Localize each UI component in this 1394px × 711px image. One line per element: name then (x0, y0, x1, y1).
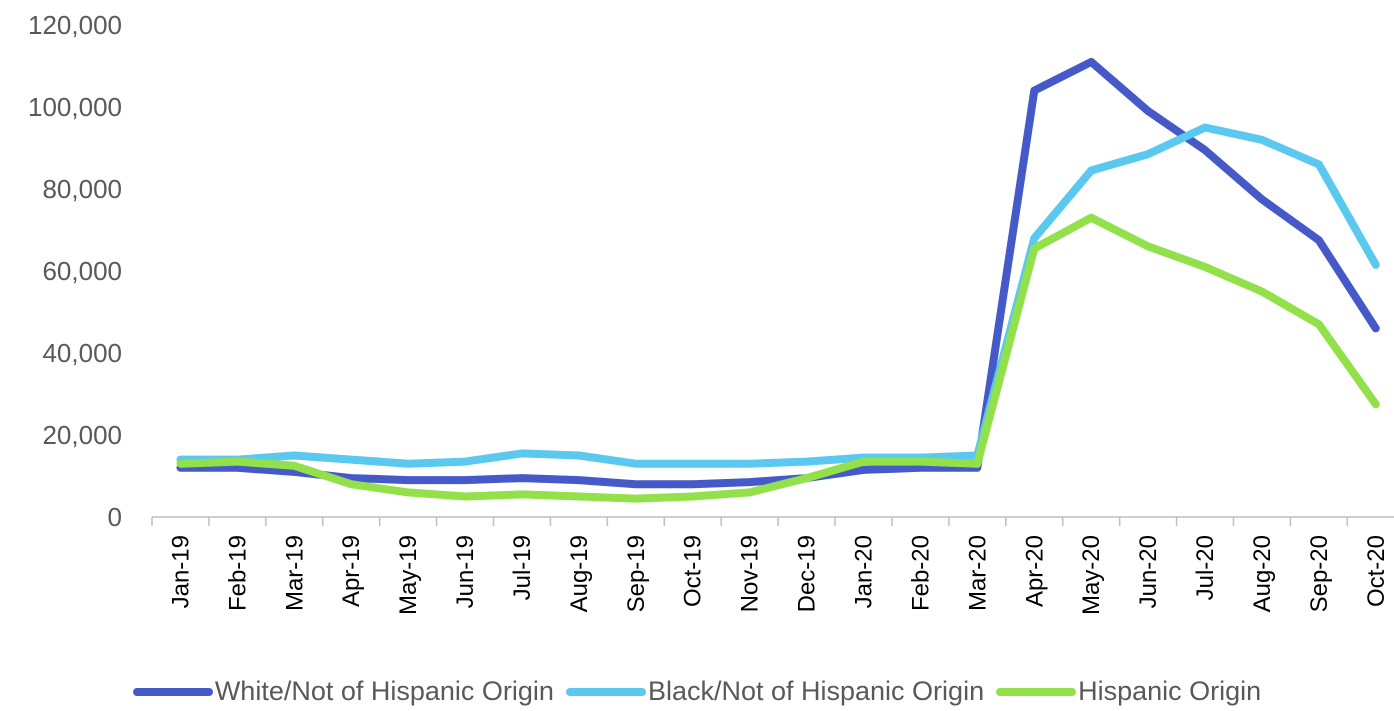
legend: White/Not of Hispanic Origin Black/Not of… (0, 672, 1394, 711)
legend-label: White/Not of Hispanic Origin (214, 676, 554, 706)
x-axis-tick-labels: Jan-19 Feb-19 Mar-19 Apr-19 May-19 Jun-19 Jul-… (167, 535, 1389, 615)
x-tick-label: Feb-19 (224, 535, 251, 611)
x-tick-label: Jun-20 (1135, 535, 1162, 608)
y-tick-label: 120,000 (28, 10, 122, 40)
x-tick-label: Feb-20 (907, 535, 934, 611)
x-tick-label: Mar-19 (281, 535, 308, 611)
legend-swatch (565, 687, 646, 696)
series-line-2 (176, 123, 1380, 468)
legend-swatch (132, 687, 213, 696)
x-tick-label: Jul-20 (1192, 535, 1219, 600)
x-tick-label: Jul-19 (509, 535, 536, 600)
series-lines (176, 57, 1380, 503)
x-tick-label: Aug-19 (566, 535, 593, 612)
legend-item: Black/Not of Hispanic Origin (565, 676, 985, 707)
legend-swatch (996, 687, 1077, 696)
x-tick-label: Oct-20 (1363, 535, 1390, 607)
y-tick-label: 0 (108, 502, 122, 532)
y-tick-label: 40,000 (42, 338, 122, 368)
y-tick-label: 100,000 (28, 92, 122, 122)
x-tick-label: Apr-20 (1021, 535, 1048, 607)
x-tick-label: Sep-19 (623, 535, 650, 612)
legend-item: White/Not of Hispanic Origin (132, 676, 554, 707)
x-axis-tick-marks (151, 517, 1349, 526)
series-line-3 (176, 213, 1380, 503)
x-tick-label: Jun-19 (452, 535, 479, 608)
x-tick-label: May-19 (395, 535, 422, 615)
x-tick-label: Jan-19 (167, 535, 194, 608)
x-tick-label: Mar-20 (964, 535, 991, 611)
series-line-1 (176, 57, 1380, 489)
y-axis-tick-labels: 0 20,000 40,000 60,000 80,000 100,000 120,000 (28, 10, 122, 532)
x-tick-label: Aug-20 (1249, 535, 1276, 612)
legend-label: Black/Not of Hispanic Origin (647, 676, 985, 706)
legend-item: Hispanic Origin (996, 676, 1261, 707)
x-tick-label: May-20 (1078, 535, 1105, 615)
x-tick-label: Oct-19 (680, 535, 707, 607)
y-tick-label: 80,000 (42, 174, 122, 204)
x-tick-label: Apr-19 (338, 535, 365, 607)
y-tick-label: 20,000 (42, 420, 122, 450)
x-tick-label: Nov-19 (737, 535, 764, 612)
legend-label: Hispanic Origin (1078, 676, 1262, 706)
x-tick-label: Dec-19 (794, 535, 821, 612)
line-chart: 020,00040,00060,00080,000100,000120,000 … (28, 10, 1394, 615)
y-tick-label: 60,000 (42, 256, 122, 286)
x-tick-label: Sep-20 (1306, 535, 1333, 612)
x-tick-label: Jan-20 (851, 535, 878, 608)
